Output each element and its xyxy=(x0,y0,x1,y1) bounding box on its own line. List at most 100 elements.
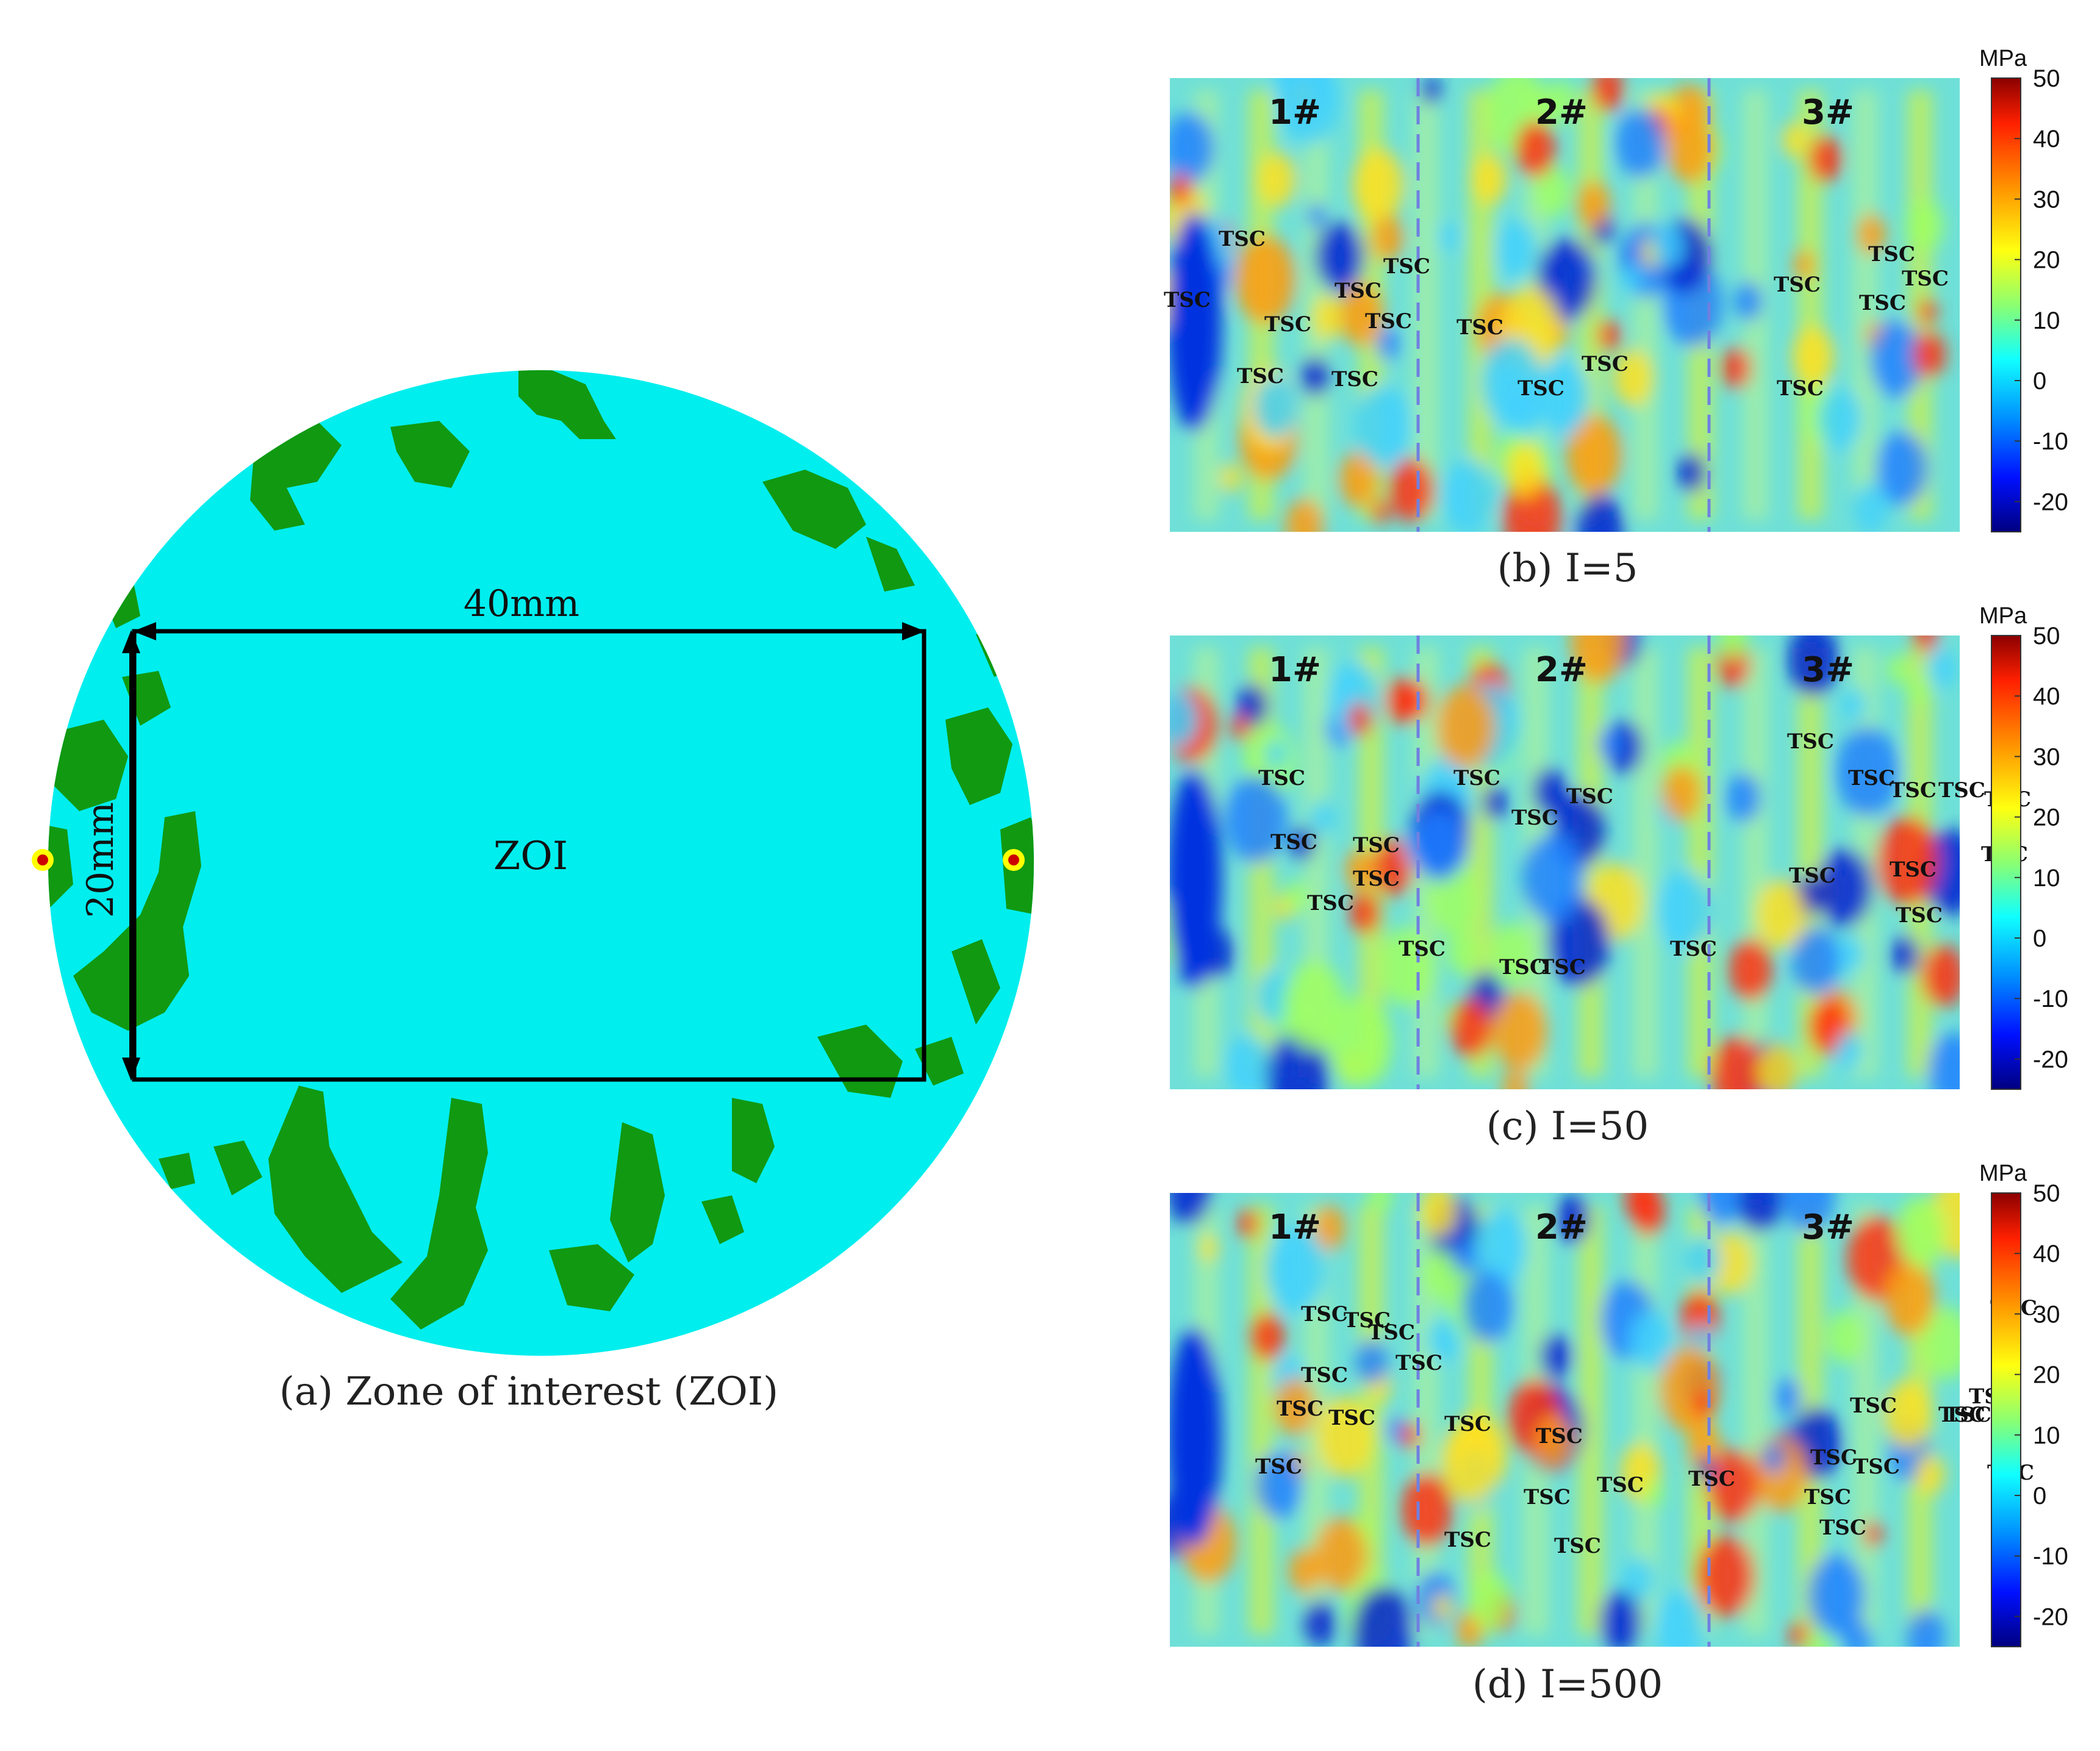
tsc-label: TSC xyxy=(1353,833,1400,858)
stress-blob xyxy=(1368,1193,1392,1213)
colorbar-tick-label: 40 xyxy=(2033,683,2060,710)
stress-blob xyxy=(1255,1451,1303,1519)
stress-blob xyxy=(1816,848,1872,928)
tsc-label: TSC xyxy=(1859,291,1906,315)
stress-blob xyxy=(1400,680,1428,721)
stress-blob xyxy=(1807,1554,1866,1637)
stress-blob xyxy=(1536,358,1590,436)
stress-blob xyxy=(1492,992,1547,1070)
stress-blob xyxy=(1436,685,1495,769)
zone-label: 1# xyxy=(1269,650,1321,690)
tsc-label: TSC xyxy=(1774,273,1821,297)
stress-blob xyxy=(1631,1193,1665,1236)
stress-blob xyxy=(1170,112,1214,184)
stress-blob xyxy=(1469,1571,1510,1630)
stress-blob xyxy=(1345,849,1374,891)
zone-label: 3# xyxy=(1802,650,1854,690)
tsc-label: TSC xyxy=(1938,1403,1985,1427)
width-arrow-right-head xyxy=(902,622,925,640)
stress-blob xyxy=(1264,1226,1327,1314)
stress-blob xyxy=(1629,1311,1671,1371)
tsc-label: TSC xyxy=(1307,891,1354,915)
stress-blob xyxy=(1782,1193,1835,1233)
stress-blob xyxy=(1355,385,1413,467)
colorbar xyxy=(1991,635,2021,1090)
colorbar xyxy=(1991,77,2021,532)
zone-label: 1# xyxy=(1269,93,1321,132)
tsc-label: TSC xyxy=(1890,778,1937,803)
colorbar-unit: MPa xyxy=(1979,46,2027,71)
stress-blob xyxy=(1170,1327,1222,1547)
colorbar-tick-label: -10 xyxy=(2033,428,2068,455)
stress-blob xyxy=(1666,113,1715,183)
stress-blob xyxy=(1316,1396,1373,1478)
stress-blob xyxy=(1793,249,1815,281)
stress-blob xyxy=(1718,636,1748,659)
zone-label: 2# xyxy=(1535,650,1588,690)
stress-blob xyxy=(1762,1442,1785,1473)
stress-blob xyxy=(1616,108,1665,179)
tsc-label: TSC xyxy=(1670,937,1717,961)
tsc-label: TSC xyxy=(1444,1412,1491,1436)
stress-blob xyxy=(1313,1205,1346,1251)
stress-blob xyxy=(1442,459,1495,532)
stress-blob xyxy=(1710,1036,1764,1089)
stress-blob xyxy=(1655,870,1712,951)
stress-band xyxy=(1853,90,1877,520)
colorbar-tick-label: 0 xyxy=(2033,368,2046,395)
tsc-label: TSC xyxy=(1868,242,1915,267)
stress-blob xyxy=(1472,154,1508,205)
stress-blob xyxy=(1907,1610,1945,1647)
stress-blob xyxy=(1775,1378,1802,1416)
stress-blob xyxy=(1285,498,1324,532)
stress-blob xyxy=(1483,785,1508,821)
stress-blob xyxy=(1437,222,1458,252)
stress-blob xyxy=(1310,800,1335,836)
stress-blob xyxy=(1696,1534,1755,1618)
stress-blob xyxy=(1522,833,1585,923)
stress-blob xyxy=(1757,1043,1797,1089)
width-arrow-left-head xyxy=(133,622,156,640)
stress-blob xyxy=(1170,770,1222,989)
stress-blob xyxy=(1400,1421,1421,1450)
stress-blob xyxy=(1857,213,1886,255)
stress-blob xyxy=(1913,636,1938,653)
stress-blob xyxy=(1787,636,1840,696)
stress-blob xyxy=(1591,78,1624,112)
colorbar-tick-label: 30 xyxy=(2033,743,2060,770)
stress-blob xyxy=(1315,221,1365,292)
colorbar-tick-label: 20 xyxy=(2033,1362,2060,1389)
stress-blob xyxy=(1353,1586,1414,1647)
colorbar-unit: MPa xyxy=(1979,603,2027,629)
tsc-label: TSC xyxy=(1944,1403,1991,1427)
colorbar-tick-label: 30 xyxy=(2033,186,2060,213)
stress-blob xyxy=(1622,263,1644,294)
tsc-label: TSC xyxy=(1453,766,1500,790)
stress-blob xyxy=(1234,235,1297,324)
zone-label: 3# xyxy=(1802,1208,1854,1247)
stress-blob xyxy=(1506,443,1544,498)
tsc-label: TSC xyxy=(1335,279,1381,303)
stress-blob xyxy=(1726,773,1761,823)
stress-band xyxy=(1633,648,1658,1077)
colorbar-tick-label: 10 xyxy=(2033,1422,2060,1449)
colorbar-tick-label: -20 xyxy=(2033,1603,2068,1630)
colorbar-tick-label: 40 xyxy=(2033,1241,2060,1267)
stress-blob xyxy=(1372,500,1389,525)
stress-blob xyxy=(1622,1557,1655,1603)
tsc-label: TSC xyxy=(1237,364,1284,389)
stress-blob xyxy=(1288,1548,1321,1594)
tsc-label: TSC xyxy=(1331,367,1378,392)
stress-blob xyxy=(1700,1193,1740,1225)
stress-blob xyxy=(1170,212,1222,432)
stress-blob xyxy=(1891,935,1919,975)
stress-blob xyxy=(1314,1517,1367,1592)
stress-blob xyxy=(1876,431,1929,506)
tsc-label: TSC xyxy=(1536,1424,1583,1448)
stress-blob xyxy=(1312,295,1344,340)
colorbar-tick-label: 50 xyxy=(2033,1180,2060,1207)
stress-blob xyxy=(1918,298,1937,325)
colorbar-tick-label: -10 xyxy=(2033,1543,2068,1570)
